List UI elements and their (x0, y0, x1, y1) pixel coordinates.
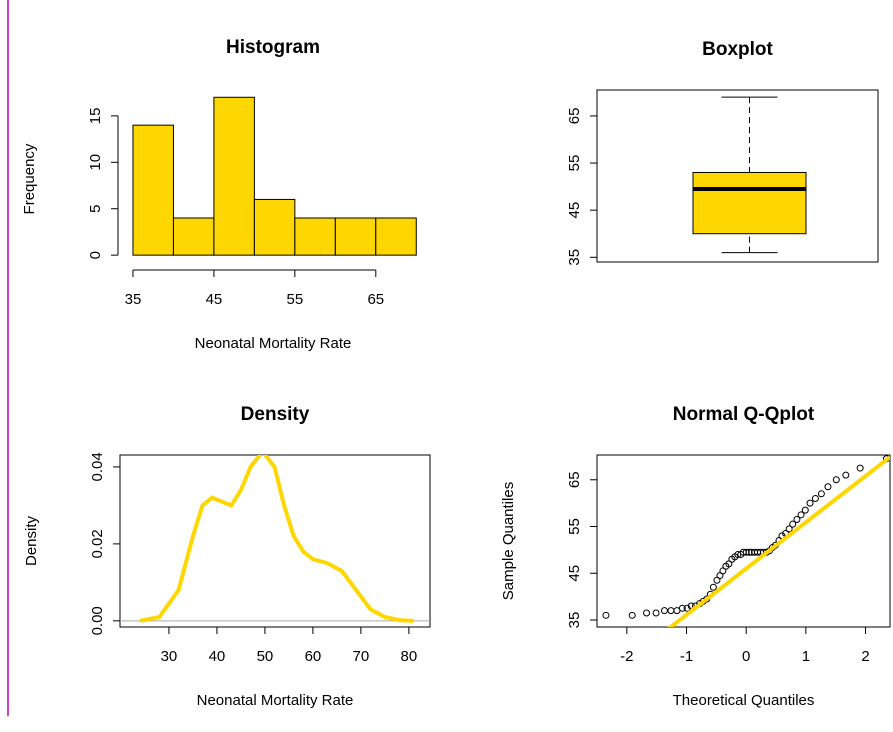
x-axis-label: Theoretical Quantiles (673, 692, 815, 709)
chart-title: Normal Q-Qplot (673, 404, 815, 425)
qq-point (842, 471, 850, 479)
x-tick-label: 80 (401, 648, 418, 665)
qq-point (678, 604, 686, 612)
y-tick-label: 65 (566, 471, 583, 488)
qq-point (667, 607, 675, 615)
y-tick-label: 65 (566, 108, 583, 125)
histogram-bar (213, 96, 255, 256)
x-axis-label: Neonatal Mortality Rate (195, 335, 352, 352)
x-tick-label: 0 (742, 648, 750, 665)
y-tick-label: 55 (566, 518, 583, 535)
x-tick-label: 70 (353, 648, 370, 665)
chart-title: Density (241, 404, 310, 425)
x-tick-label: -1 (680, 648, 693, 665)
qq-point (797, 511, 805, 519)
x-axis-label: Neonatal Mortality Rate (197, 692, 354, 709)
qq-point (785, 525, 793, 533)
qq-point (856, 464, 864, 472)
x-tick-label: 50 (257, 648, 274, 665)
qq-point (742, 548, 750, 556)
x-tick-label: 40 (209, 648, 226, 665)
histogram-bar (132, 124, 174, 256)
density-line (139, 455, 414, 623)
qq-point (745, 548, 753, 556)
y-tick-label: 0.02 (89, 529, 106, 558)
chart-title: Histogram (226, 37, 320, 58)
y-tick-label: 45 (566, 202, 583, 219)
x-tick-label: 60 (305, 648, 322, 665)
y-axis-label: Frequency (21, 143, 38, 214)
y-tick-label: 35 (566, 249, 583, 266)
qq-point (806, 499, 814, 507)
qq-point (811, 494, 819, 502)
qq-point (643, 609, 651, 617)
qq-point (652, 609, 660, 617)
y-tick-label: 55 (566, 155, 583, 172)
y-axis-label: Density (23, 515, 40, 566)
y-tick-label: 0.04 (89, 452, 106, 481)
qq-point (832, 476, 840, 484)
histogram-bar (334, 217, 377, 256)
x-tick-label: 1 (802, 648, 810, 665)
histogram-bar (253, 198, 296, 256)
y-axis-label: Sample Quantiles (500, 482, 517, 600)
chart-title: Boxplot (702, 39, 773, 60)
qq-point (660, 607, 668, 615)
box (692, 171, 807, 235)
qq-point (824, 483, 832, 491)
x-tick-label: 65 (367, 291, 384, 308)
y-tick-label: 15 (87, 108, 104, 125)
histogram-bar (172, 217, 215, 256)
qq-point (789, 520, 797, 528)
y-tick-label: 0.00 (89, 606, 106, 635)
histogram-bar (294, 217, 336, 256)
histogram-bar (375, 217, 417, 256)
qq-point (602, 611, 610, 619)
qq-point (801, 506, 809, 514)
qq-point (709, 583, 717, 591)
y-tick-label: 5 (87, 205, 104, 213)
y-tick-label: 45 (566, 565, 583, 582)
x-tick-label: 2 (861, 648, 869, 665)
x-tick-label: 45 (206, 291, 223, 308)
qq-point (793, 516, 801, 523)
qq-point (628, 611, 636, 619)
y-tick-label: 0 (87, 251, 104, 259)
y-tick-label: 10 (87, 154, 104, 171)
y-tick-label: 35 (566, 612, 583, 629)
x-tick-label: 30 (161, 648, 178, 665)
x-tick-label: 55 (287, 291, 304, 308)
plot-frame (596, 89, 879, 263)
qq-point (817, 490, 825, 498)
x-tick-label: 35 (125, 291, 142, 308)
plot-frame (119, 454, 431, 628)
plot-frame (596, 454, 891, 628)
qq-line (667, 455, 890, 627)
x-tick-label: -2 (620, 648, 633, 665)
